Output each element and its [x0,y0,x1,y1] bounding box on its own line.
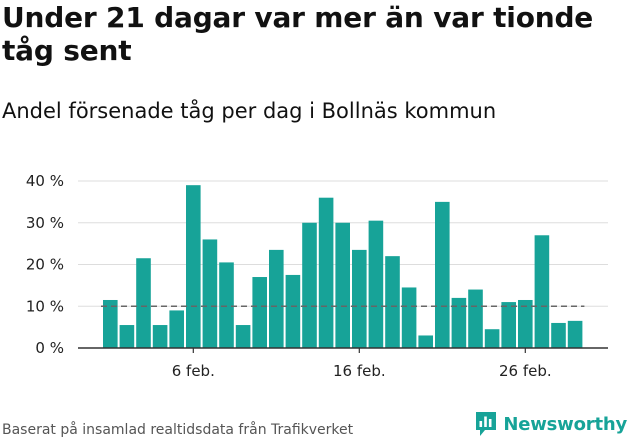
bars [103,185,583,348]
y-tick-label: 20 % [26,256,64,274]
x-tick-label: 6 feb. [172,362,215,380]
x-axis-ticks: 6 feb. 16 feb. 26 feb. [172,348,552,380]
bar [401,287,417,348]
bar [435,201,450,348]
bar [518,299,533,348]
bar [418,335,433,348]
bar [219,262,234,348]
bar [468,289,483,348]
bar [302,222,317,348]
bar [368,220,384,348]
bar [119,325,135,348]
bar [567,320,583,348]
bar [269,249,284,348]
y-tick-label: 0 % [35,339,64,357]
bar [352,249,367,348]
bar [285,274,301,348]
bar [385,256,400,348]
bar [136,258,151,348]
y-tick-label: 30 % [26,214,64,232]
brand-logo-group: Newsworthy [474,408,627,440]
bar [169,310,184,348]
y-tick-label: 40 % [26,172,64,190]
y-tick-label: 10 % [26,297,64,315]
bar [202,239,218,348]
x-tick-label: 16 feb. [333,362,386,380]
bar [484,329,500,348]
bar [235,325,251,348]
newsworthy-logo-icon [476,412,497,436]
brand-name: Newsworthy [503,413,627,435]
bar [152,325,168,348]
chart-subtitle: Andel försenade tåg per dag i Bollnäs ko… [2,99,497,123]
bar [252,277,267,348]
y-axis-ticks: 0 % 10 % 20 % 30 % 40 % [26,172,64,357]
bar [501,302,516,348]
bar [451,297,467,348]
chart-title: Under 21 dagar var mer än var tionde tåg… [2,1,594,67]
x-tick-label: 26 feb. [499,362,552,380]
bar [551,322,566,348]
bar [335,222,350,348]
bar [103,299,118,348]
bar [318,197,334,348]
bar [186,185,201,348]
bar-chart: 0 % 10 % 20 % 30 % 40 % 6 feb. 16 feb. 26 feb. [26,172,608,380]
bar [534,235,550,348]
source-note: Baserat på insamlad realtidsdata från Tr… [2,422,354,438]
